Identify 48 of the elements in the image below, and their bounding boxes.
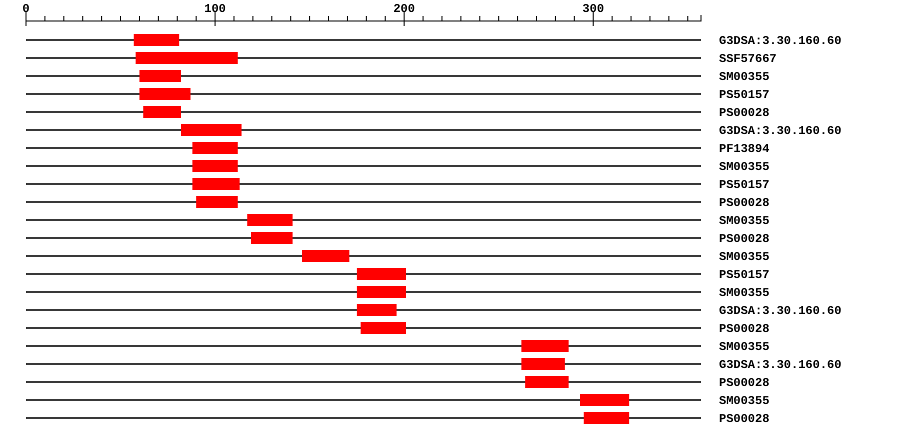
y-tick-label: PF13894 <box>719 142 770 156</box>
y-tick-label: PS00028 <box>719 412 770 426</box>
y-tick-label: PS50157 <box>719 88 770 102</box>
bar <box>525 376 569 388</box>
x-tick-label: 0 <box>22 2 30 16</box>
bar <box>139 88 190 100</box>
y-tick-label: G3DSA:3.30.160.60 <box>719 304 842 318</box>
y-tick-label: G3DSA:3.30.160.60 <box>719 124 842 138</box>
x-tick-label: 300 <box>582 2 604 16</box>
bar <box>192 160 238 172</box>
y-tick-label: SM00355 <box>719 394 770 408</box>
bar <box>521 358 565 370</box>
bar <box>356 304 397 316</box>
y-tick-label: SM00355 <box>719 214 770 228</box>
y-tick-label: SM00355 <box>719 340 770 354</box>
y-tick-label: SM00355 <box>719 286 770 300</box>
y-tick-label: PS00028 <box>719 232 770 246</box>
bar <box>143 106 182 118</box>
bar <box>192 178 240 190</box>
y-tick-label: PS00028 <box>719 106 770 120</box>
bar <box>356 286 406 298</box>
x-tick-label: 200 <box>393 2 415 16</box>
y-tick-label: PS00028 <box>719 196 770 210</box>
y-tick-label: PS00028 <box>719 322 770 336</box>
y-tick-label: SSF57667 <box>719 52 777 66</box>
bar <box>136 52 238 64</box>
y-tick-label: PS50157 <box>719 268 770 282</box>
y-tick-label: PS50157 <box>719 178 770 192</box>
y-tick-label: G3DSA:3.30.160.60 <box>719 34 842 48</box>
bar <box>360 322 406 334</box>
bar <box>134 34 180 46</box>
bar <box>521 340 569 352</box>
bar <box>139 70 182 82</box>
y-tick-label: PS00028 <box>719 376 770 390</box>
x-tick-label: 100 <box>204 2 226 16</box>
bar <box>584 412 630 424</box>
bar <box>181 124 242 136</box>
bar <box>356 268 406 280</box>
bar <box>251 232 293 244</box>
bar <box>196 196 238 208</box>
bar <box>580 394 630 406</box>
bar <box>247 214 293 226</box>
bar <box>302 250 350 262</box>
y-tick-label: SM00355 <box>719 160 770 174</box>
bar <box>192 142 238 154</box>
y-tick-label: SM00355 <box>719 250 770 264</box>
y-tick-label: SM00355 <box>719 70 770 84</box>
y-tick-label: G3DSA:3.30.160.60 <box>719 358 842 372</box>
